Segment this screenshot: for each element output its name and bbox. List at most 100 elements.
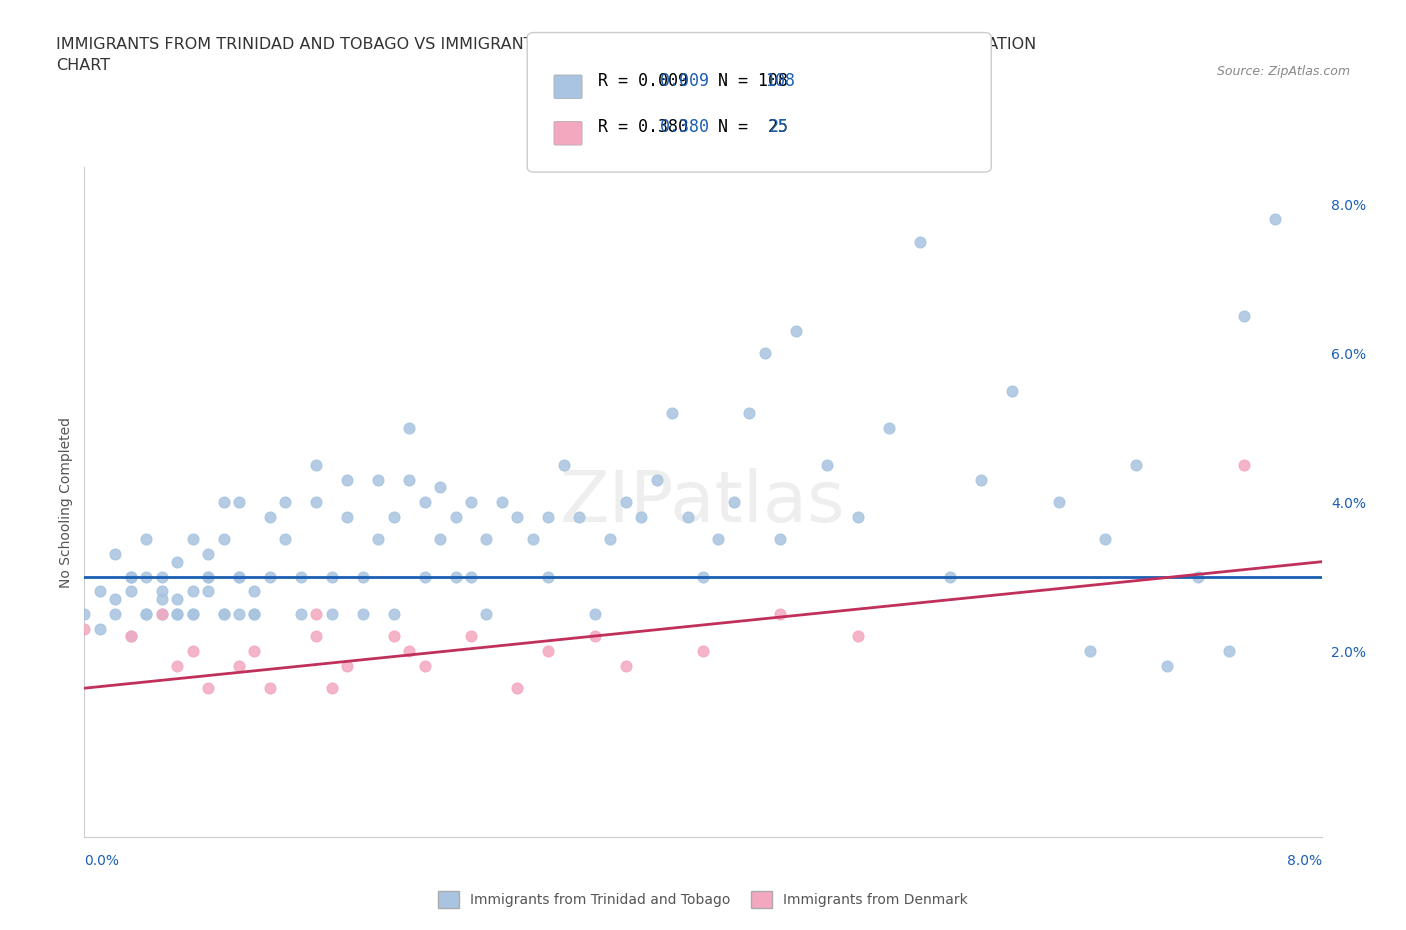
Point <box>707 532 730 547</box>
Point <box>367 472 389 487</box>
Point <box>614 495 637 510</box>
Point <box>553 458 575 472</box>
Point <box>181 606 204 621</box>
Point <box>73 606 96 621</box>
Point <box>1233 309 1256 324</box>
Point <box>259 681 281 696</box>
Point <box>135 532 157 547</box>
Point <box>1001 383 1024 398</box>
Point <box>181 584 204 599</box>
Point <box>166 606 188 621</box>
Point <box>583 629 606 644</box>
Point <box>274 495 297 510</box>
Text: 0.0%: 0.0% <box>84 854 120 868</box>
Point <box>336 472 359 487</box>
Point <box>692 569 714 584</box>
Text: ZIPatlas: ZIPatlas <box>560 468 846 537</box>
Point <box>413 569 436 584</box>
Point <box>290 569 312 584</box>
Point <box>506 681 529 696</box>
Point <box>274 532 297 547</box>
Point <box>352 569 374 584</box>
Point <box>382 510 405 525</box>
Y-axis label: No Schooling Completed: No Schooling Completed <box>59 417 73 588</box>
Point <box>228 658 250 673</box>
Point <box>212 606 235 621</box>
Point <box>305 606 328 621</box>
Point <box>104 547 127 562</box>
Point <box>228 606 250 621</box>
Point <box>939 569 962 584</box>
Point <box>460 629 482 644</box>
Point <box>630 510 652 525</box>
Point <box>228 495 250 510</box>
Point <box>228 569 250 584</box>
Text: 108: 108 <box>765 72 794 89</box>
Point <box>150 584 173 599</box>
Point <box>197 681 219 696</box>
Point <box>367 532 389 547</box>
Point <box>908 234 931 249</box>
Point <box>243 606 266 621</box>
Point <box>614 658 637 673</box>
Point <box>522 532 544 547</box>
Point <box>243 584 266 599</box>
Point <box>197 569 219 584</box>
Point <box>970 472 993 487</box>
Point <box>645 472 668 487</box>
Point <box>243 644 266 658</box>
Point <box>120 629 142 644</box>
Point <box>212 532 235 547</box>
Point <box>429 532 451 547</box>
Point <box>537 569 560 584</box>
Point <box>1218 644 1240 658</box>
Point <box>460 569 482 584</box>
Point <box>398 644 420 658</box>
Point <box>321 606 343 621</box>
Point <box>166 658 188 673</box>
Point <box>1094 532 1116 547</box>
Text: Source: ZipAtlas.com: Source: ZipAtlas.com <box>1216 65 1350 78</box>
Point <box>583 606 606 621</box>
Point <box>228 569 250 584</box>
Point <box>259 569 281 584</box>
Point <box>352 606 374 621</box>
Point <box>1125 458 1147 472</box>
Point <box>1264 212 1286 227</box>
Point <box>104 606 127 621</box>
Point <box>398 420 420 435</box>
Point <box>166 591 188 606</box>
Point <box>89 621 111 636</box>
Point <box>491 495 513 510</box>
Point <box>413 658 436 673</box>
Point <box>769 532 792 547</box>
Point <box>1078 644 1101 658</box>
Point <box>815 458 838 472</box>
Point <box>197 569 219 584</box>
Point <box>305 495 328 510</box>
Point <box>769 606 792 621</box>
Point <box>259 510 281 525</box>
Text: R = 0.009   N = 108: R = 0.009 N = 108 <box>598 72 787 89</box>
Point <box>738 405 761 420</box>
Point <box>181 532 204 547</box>
Point <box>444 510 467 525</box>
Point <box>475 606 498 621</box>
Text: 8.0%: 8.0% <box>1286 854 1322 868</box>
Point <box>89 584 111 599</box>
Legend: Immigrants from Trinidad and Tobago, Immigrants from Denmark: Immigrants from Trinidad and Tobago, Imm… <box>433 885 973 914</box>
Text: R = 0.380   N =  25: R = 0.380 N = 25 <box>598 118 787 136</box>
Point <box>73 621 96 636</box>
Point <box>676 510 699 525</box>
Point <box>336 510 359 525</box>
Point <box>398 472 420 487</box>
Point <box>181 606 204 621</box>
Point <box>120 629 142 644</box>
Point <box>754 346 776 361</box>
Point <box>336 658 359 673</box>
Point <box>537 644 560 658</box>
Point <box>846 510 869 525</box>
Point <box>444 569 467 584</box>
Point <box>599 532 621 547</box>
Point <box>120 569 142 584</box>
